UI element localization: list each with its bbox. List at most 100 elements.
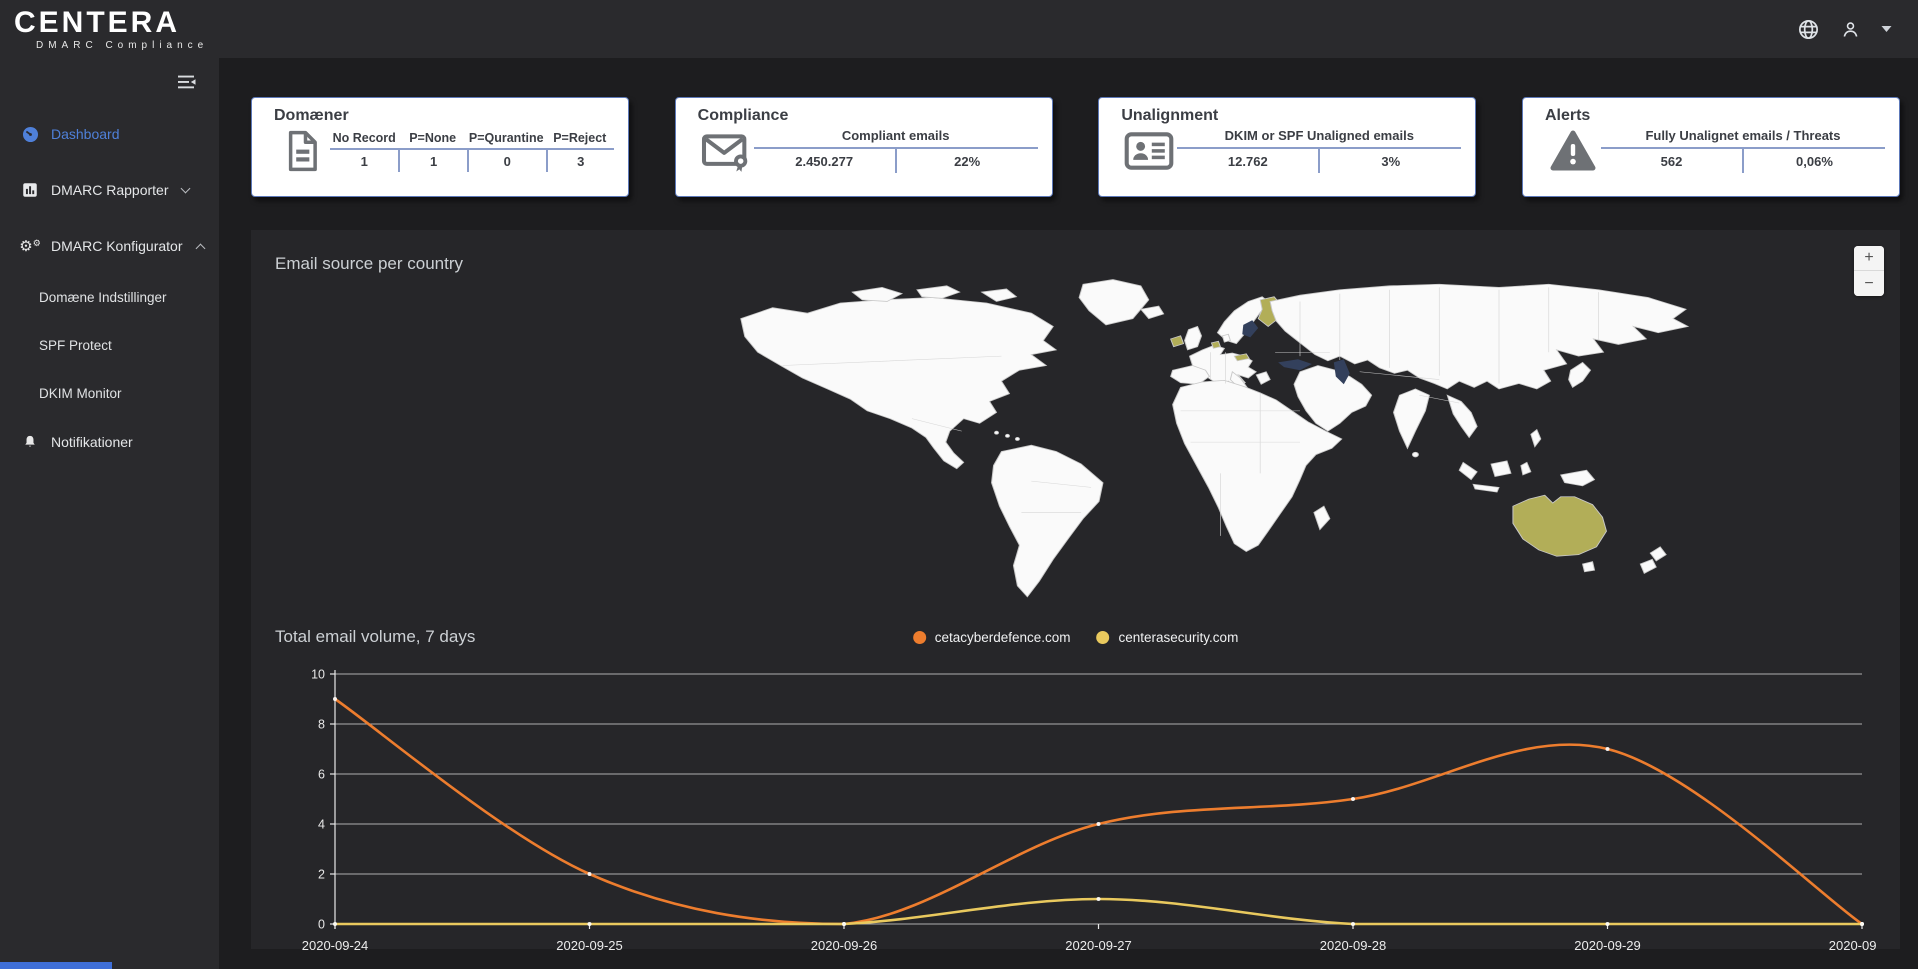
country-arctic-islands	[980, 288, 1018, 302]
brand-name: CENTERA	[14, 5, 181, 39]
country-iceland	[1139, 305, 1165, 320]
user-icon[interactable]	[1840, 19, 1861, 40]
brand-subtitle: DMARC Compliance	[36, 39, 209, 51]
map-zoom-in-button[interactable]: +	[1854, 246, 1884, 271]
country-madagascar	[1313, 505, 1331, 531]
country-greenland	[1078, 279, 1150, 326]
sidebar-item-label: DMARC Konfigurator	[51, 238, 183, 254]
country-austria	[1233, 353, 1250, 362]
stat-value: 3	[545, 149, 614, 172]
svg-text:2: 2	[318, 868, 325, 882]
envelope-seal-icon	[698, 129, 754, 173]
country-india	[1393, 388, 1430, 450]
card-alerts: Alerts Fully Unalignet emails / Threats …	[1521, 97, 1900, 197]
stat-value: 1	[398, 149, 466, 172]
stat-cards-row: Domæner No Record 1 P=None 1 P=Qurantine…	[251, 97, 1900, 197]
chevron-down-icon	[181, 183, 191, 193]
svg-text:2020-09-29: 2020-09-29	[1574, 938, 1641, 953]
svg-text:10: 10	[311, 668, 325, 682]
country-japan	[1568, 361, 1592, 389]
stat-value: 2.450.277	[795, 154, 854, 169]
svg-text:8: 8	[318, 718, 325, 732]
gears-icon: ⚙ ⚙	[19, 237, 41, 255]
sidebar-item-label: Notifikationer	[51, 434, 133, 450]
svg-text:2020-09-28: 2020-09-28	[1320, 938, 1387, 953]
chart-header: Total email volume, 7 days cetacyberdefe…	[275, 620, 1876, 654]
legend-item-centerasecurity[interactable]: centerasecurity.com	[1096, 630, 1238, 645]
konfigurator-submenu: Domæne Indstillinger SPF Protect DKIM Mo…	[0, 282, 219, 408]
chart-title: Total email volume, 7 days	[275, 627, 476, 646]
sidebar-item-label: Dashboard	[51, 126, 120, 142]
bell-icon	[20, 433, 40, 451]
country-caribbean	[1014, 437, 1020, 441]
legend-item-cetacyberdefence[interactable]: cetacyberdefence.com	[912, 630, 1071, 645]
chevron-up-icon	[195, 243, 205, 253]
svg-text:2020-09-26: 2020-09-26	[811, 938, 878, 953]
country-indochina	[1446, 394, 1478, 439]
map-zoom-out-button[interactable]: −	[1854, 271, 1884, 296]
stat-value: 562	[1660, 154, 1683, 169]
sidebar-subitem-dkim-monitor[interactable]: DKIM Monitor	[39, 385, 122, 401]
caspian-sea	[1333, 359, 1350, 385]
topbar: CENTERA DMARC Compliance	[0, 0, 1918, 58]
country-new-guinea	[1560, 469, 1596, 487]
collapse-menu-icon[interactable]	[0, 58, 219, 92]
country-sri-lanka	[1411, 451, 1419, 458]
country-sulawesi	[1520, 461, 1532, 476]
baltic-sea	[1242, 320, 1259, 338]
country-sumatra	[1458, 461, 1478, 481]
legend-dot-orange	[912, 630, 926, 644]
map-zoom-controls: + −	[1854, 246, 1884, 296]
country-united-kingdom	[1184, 325, 1203, 351]
sidebar-item-dmarc-rapporter[interactable]: DMARC Rapporter	[0, 174, 219, 206]
sidebar-item-dmarc-konfigurator[interactable]: ⚙ ⚙ DMARC Konfigurator	[0, 230, 219, 262]
country-new-zealand	[1649, 546, 1667, 562]
brand-logo: CENTERA DMARC Compliance	[0, 5, 209, 51]
unalignment-stat-table: DKIM or SPF Unaligned emails 12.762 3%	[1177, 128, 1462, 173]
country-denmark	[1221, 333, 1231, 343]
svg-text:2020-09-30: 2020-09-30	[1829, 938, 1876, 953]
card-unalignment: Unalignment DKIM or SPF Unaligned emails…	[1098, 97, 1477, 197]
total-email-volume-chart: 0 2 4 6 8 10 2020-09-24 2020-09-25 2020-09-26 202…	[302, 668, 1896, 954]
world-map-container	[275, 278, 1876, 614]
card-compliance: Compliance Compliant emails 2.450.277 22…	[674, 97, 1053, 197]
country-arctic-islands	[851, 286, 904, 302]
sidebar-item-dashboard[interactable]: Dashboard	[0, 118, 219, 150]
id-card-icon	[1121, 130, 1177, 172]
main-content: Domæner No Record 1 P=None 1 P=Qurantine…	[219, 58, 1918, 969]
caret-down-icon[interactable]	[1881, 25, 1892, 33]
country-south-america	[991, 444, 1104, 598]
country-australia	[1512, 494, 1607, 557]
stat-value: 3%	[1318, 149, 1461, 173]
stat-value: 12.762	[1227, 154, 1268, 169]
bottom-left-accent	[0, 962, 112, 969]
compliance-stat-table: Compliant emails 2.450.277 22%	[753, 128, 1038, 173]
sidebar-subitem-spf-protect[interactable]: SPF Protect	[39, 337, 112, 353]
sidebar-item-notifikationer[interactable]: Notifikationer	[0, 426, 219, 458]
svg-text:4: 4	[318, 818, 325, 832]
black-sea	[1278, 359, 1312, 371]
stat-value: 1	[360, 153, 368, 169]
country-borders	[782, 287, 1599, 536]
alerts-stat-table: Fully Unalignet emails / Threats 562 0,0…	[1600, 128, 1885, 173]
map-title: Email source per country	[275, 254, 464, 273]
sidebar-item-label: DMARC Rapporter	[51, 182, 169, 198]
country-java	[1472, 483, 1500, 493]
chart-legend: cetacyberdefence.com centerasecurity.com	[912, 630, 1238, 645]
country-tasmania	[1582, 561, 1596, 573]
country-netherlands	[1210, 340, 1222, 349]
sidebar-subitem-domaene-indstillinger[interactable]: Domæne Indstillinger	[39, 289, 167, 305]
warning-icon	[1545, 129, 1601, 173]
globe-icon[interactable]	[1797, 18, 1820, 41]
card-title: Compliance	[697, 107, 789, 124]
chart-container: 0 2 4 6 8 10 2020-09-24 2020-09-25 2020-09-26 202…	[275, 662, 1896, 965]
topbar-actions	[1797, 18, 1918, 41]
country-ireland	[1170, 335, 1185, 348]
stat-value: 0	[466, 149, 546, 172]
country-arctic-islands	[916, 285, 961, 299]
card-domaener: Domæner No Record 1 P=None 1 P=Qurantine…	[251, 97, 629, 197]
bar-chart-icon	[20, 181, 40, 199]
dashboard-panel: Email source per country + −	[251, 230, 1900, 953]
country-philippines	[1530, 428, 1542, 448]
world-map[interactable]	[703, 278, 1698, 614]
